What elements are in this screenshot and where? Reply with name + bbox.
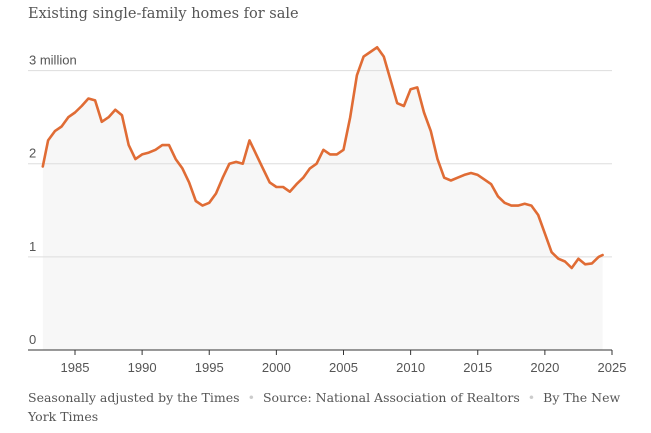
x-tick-label: 2000 [262,360,291,375]
x-tick-label: 1990 [128,360,157,375]
footer-separator-2: • [527,390,536,405]
x-tick-label: 2010 [396,360,425,375]
chart-footer: Seasonally adjusted by the Times • Source:… [28,388,628,426]
series-line [41,46,604,270]
footer-note: Seasonally adjusted by the Times [28,390,240,405]
footer-separator-1: • [247,390,255,405]
x-tick-label: 2020 [530,360,559,375]
y-tick-label: 3 million [29,53,77,68]
y-tick-label: 1 [29,239,36,254]
x-tick-label: 1995 [195,360,224,375]
chart-svg: 0 1 2 3 million 1985 1990 1995 2000 2005 2010 2015… [28,46,627,375]
footer-source: Source: National Association of Realtors [262,390,520,405]
y-tick-label: 0 [29,332,36,347]
x-tick-label: 2025 [598,360,627,375]
x-tick-label: 2005 [329,360,358,375]
footer-byline: By The New York Times [28,390,621,424]
chart-title: Existing single-family homes for sale [28,6,299,22]
y-tick-label: 2 [29,146,36,161]
area-fill [42,47,603,351]
x-tick-label: 2015 [463,360,492,375]
x-tick-label: 1985 [61,360,90,375]
